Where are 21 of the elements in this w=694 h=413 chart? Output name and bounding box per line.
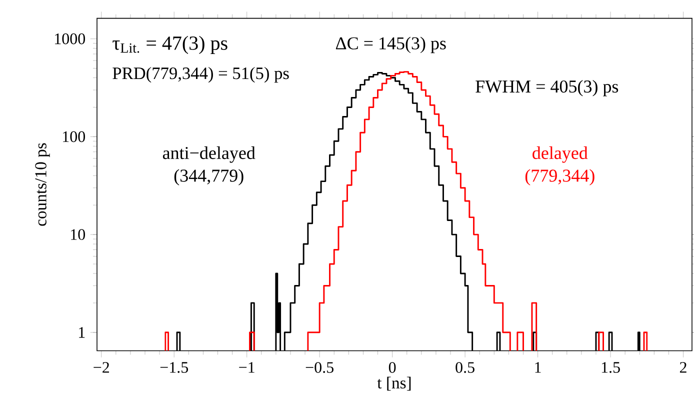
y-tick-label: 1000 [55,33,86,44]
annotation: FWHM = 405(3) ps [476,80,618,96]
x-tick-label: 1 [535,362,541,373]
x-tick-label: 1.5 [602,362,620,373]
text: anti−delayed (344,779) [162,146,256,186]
x-tick-label: −1 [239,362,254,373]
annotation: τ$_{Lit.}$ = 47(3) ps [112,36,228,54]
text: delayed (779,344) [525,146,594,186]
y-tick-label: 1 [79,327,85,338]
x-tick-label: −1.5 [160,362,188,373]
y-tick-label: 100 [63,131,86,142]
y-tick-label: 10 [71,229,86,240]
x-axis-title: t [ns] [377,376,411,391]
x-tick-label: −0.5 [306,362,334,373]
annotation: ΔC = 145(3) ps [336,36,446,54]
x-tick-label: −2 [94,362,109,373]
x-tick-label: 0 [388,362,396,373]
y-axis-title: counts/10 ps [35,143,50,226]
x-tick-label: 2 [680,362,686,373]
annotation: PRD(779,344) = 51(5) ps [112,66,289,83]
x-tick-label: 0.5 [456,362,474,373]
